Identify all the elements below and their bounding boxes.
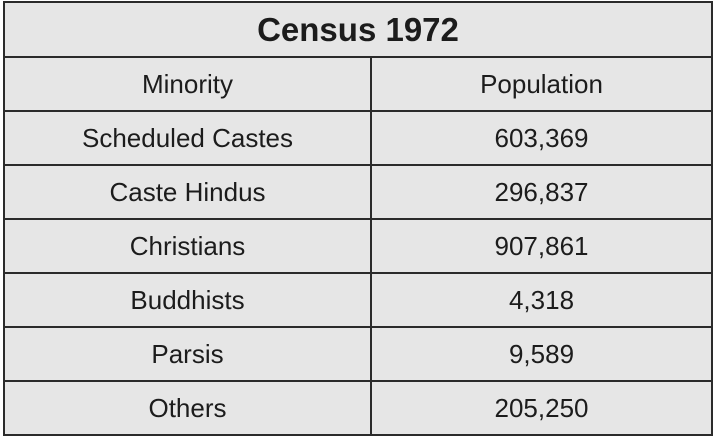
population-cell: 907,861: [370, 218, 713, 274]
population-cell: 9,589: [370, 326, 713, 382]
table-title: Census 1972: [3, 1, 713, 58]
table-title-row: Census 1972: [3, 1, 713, 58]
minority-cell: Buddhists: [2, 272, 373, 328]
table-row: Caste Hindus 296,837: [2, 164, 713, 220]
table-row: Christians 907,861: [2, 218, 713, 274]
minority-cell: Christians: [2, 218, 373, 274]
column-header-minority: Minority: [2, 56, 373, 112]
column-header-population: Population: [370, 56, 713, 112]
minority-cell: Parsis: [2, 326, 373, 382]
table-row: Others 205,250: [2, 380, 713, 436]
population-cell: 296,837: [370, 164, 713, 220]
table-row: Scheduled Castes 603,369: [2, 110, 713, 166]
population-cell: 603,369: [370, 110, 713, 166]
table-row: Buddhists 4,318: [2, 272, 713, 328]
minority-cell: Others: [2, 380, 373, 436]
minority-cell: Scheduled Castes: [2, 110, 373, 166]
population-cell: 4,318: [370, 272, 713, 328]
minority-cell: Caste Hindus: [2, 164, 373, 220]
table-row: Parsis 9,589: [2, 326, 713, 382]
table-header-row: Minority Population: [2, 56, 713, 112]
population-cell: 205,250: [370, 380, 713, 436]
